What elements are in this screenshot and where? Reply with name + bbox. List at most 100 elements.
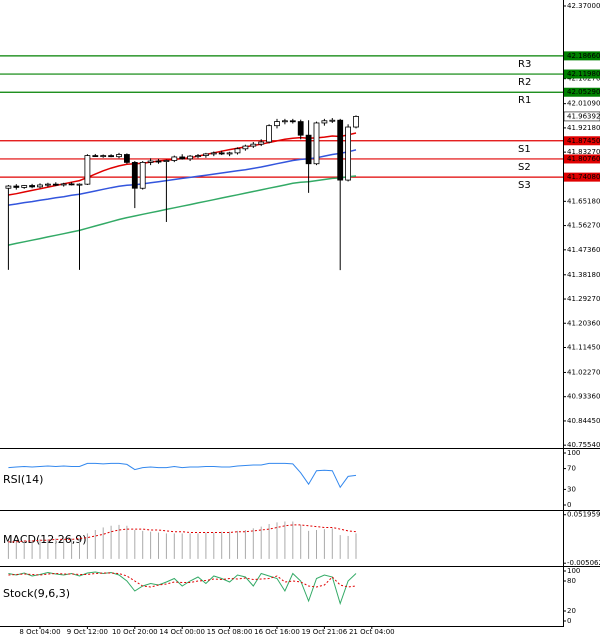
- candle-body: [92, 155, 99, 157]
- level-label: 42.11980: [567, 70, 600, 78]
- stoch-signal: [8, 572, 357, 588]
- candle-body: [297, 121, 304, 136]
- level-box: [564, 154, 600, 164]
- stoch-main: [8, 571, 357, 606]
- y-tick-label: 42.37000: [567, 2, 600, 10]
- y-tick-label: 41.47360: [567, 246, 600, 254]
- level-label: 41.87450: [567, 137, 600, 145]
- candle-body: [147, 160, 154, 163]
- candle-body: [84, 155, 91, 185]
- candle-body: [29, 185, 36, 188]
- y-tick-label: 41.92180: [567, 124, 600, 132]
- candle-body: [289, 120, 296, 123]
- moving-average: [8, 175, 357, 246]
- candle-body: [258, 141, 265, 145]
- candle-body: [305, 134, 312, 165]
- y-tick-label: 41.11450: [567, 343, 600, 351]
- moving-average: [8, 149, 357, 206]
- candle-body: [100, 155, 107, 157]
- candle-body: [60, 183, 67, 186]
- x-tick-label: 16 Oct 16:00: [254, 628, 300, 636]
- y-tick-label: 40.75540: [567, 441, 600, 449]
- candle-body: [155, 160, 162, 163]
- candle-body: [266, 125, 273, 143]
- y-tick-label: 41.20360: [567, 319, 600, 327]
- x-tick-label: 15 Oct 08:00: [207, 628, 253, 636]
- candle-body: [226, 152, 233, 155]
- level-box: [564, 136, 600, 146]
- rsi-tick-label: 30: [567, 485, 576, 493]
- x-tick-label: 21 Oct 04:00: [349, 628, 395, 636]
- candle-body: [116, 154, 122, 158]
- y-tick-label: 41.38180: [567, 271, 600, 279]
- candle-body: [45, 183, 51, 186]
- macd-tick-label: 0.051959: [567, 511, 600, 519]
- stoch-label: Stock(9,6,3): [3, 587, 70, 600]
- rsi-tick-label: 0: [567, 501, 571, 509]
- rsi-line: [8, 462, 357, 489]
- level-name: R1: [518, 95, 531, 106]
- candle-body: [21, 185, 28, 188]
- level-name: R2: [518, 77, 531, 88]
- level-box: [564, 69, 600, 79]
- candle-body: [187, 155, 194, 160]
- candle-body: [163, 160, 170, 162]
- candle-body: [337, 119, 344, 181]
- candle-body: [250, 143, 257, 147]
- stoch-tick-label: 0: [567, 617, 571, 625]
- level-label: 42.18660: [567, 52, 600, 60]
- y-tick-label: 40.93360: [567, 393, 600, 401]
- level-name: S2: [518, 162, 531, 173]
- x-tick-label: 14 Oct 00:00: [159, 628, 205, 636]
- candle-body: [210, 152, 217, 155]
- rsi-tick-label: 100: [567, 449, 580, 457]
- y-tick-label: 41.02270: [567, 368, 600, 376]
- y-tick-label: 41.29270: [567, 295, 600, 303]
- y-tick-label: 42.01090: [567, 100, 600, 108]
- x-tick-label: 10 Oct 20:00: [112, 628, 158, 636]
- candle-body: [321, 120, 328, 124]
- candle-body: [353, 116, 359, 128]
- level-name: R3: [518, 59, 531, 70]
- candle-body: [274, 121, 280, 127]
- level-name: S3: [518, 180, 531, 191]
- candle-body: [242, 145, 249, 150]
- level-label: 41.74080: [567, 173, 600, 181]
- level-box: [564, 87, 600, 97]
- stoch-tick-label: 80: [567, 577, 576, 585]
- rsi-label: RSI(14): [3, 473, 43, 486]
- candle-body: [281, 120, 288, 123]
- y-tick-label: 41.65180: [567, 197, 600, 205]
- rsi-tick-label: 70: [567, 465, 576, 473]
- level-label: 42.05290: [567, 88, 600, 96]
- candle-body: [345, 126, 352, 181]
- candle-body: [195, 155, 201, 157]
- x-tick-label: 19 Oct 21:06: [302, 628, 348, 636]
- level-box: [564, 51, 600, 61]
- candle-body: [131, 161, 138, 189]
- candle-body: [139, 161, 146, 189]
- candle-body: [171, 156, 178, 161]
- candle-body: [52, 183, 59, 186]
- level-name: S1: [518, 144, 531, 155]
- candle-body: [202, 153, 209, 156]
- x-tick-label: 8 Oct 04:00: [19, 628, 60, 636]
- candle-body: [124, 154, 130, 163]
- current-price-box: [563, 111, 600, 122]
- candle-body: [234, 148, 241, 154]
- candle-body: [218, 152, 225, 155]
- x-tick-label: 9 Oct 12:00: [67, 628, 108, 636]
- candle-body: [329, 119, 336, 122]
- candle-body: [76, 183, 83, 186]
- candle-body: [13, 185, 20, 188]
- stoch-tick-label: 20: [567, 607, 576, 615]
- candle-body: [5, 185, 12, 189]
- candle-body: [108, 155, 114, 158]
- level-box: [564, 172, 600, 182]
- macd-tick-label: -0.005062: [567, 559, 600, 567]
- y-tick-label: 41.83270: [567, 148, 600, 156]
- candle-body: [313, 122, 320, 165]
- level-label: 41.80760: [567, 155, 600, 163]
